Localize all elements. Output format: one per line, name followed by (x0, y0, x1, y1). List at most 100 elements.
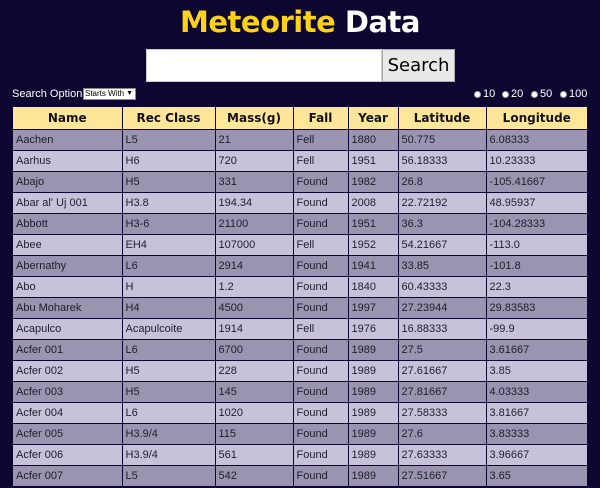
cell-mass: 561 (214, 444, 294, 466)
cell-latitude: 22.72192 (397, 192, 487, 214)
cell-rec-class: H6 (121, 150, 216, 172)
cell-year: 1880 (347, 129, 399, 151)
cell-year: 1989 (347, 402, 399, 424)
page-size-10[interactable]: 10 (474, 87, 495, 101)
cell-year: 2008 (347, 192, 399, 214)
cell-rec-class: EH4 (121, 234, 216, 256)
cell-mass: 331 (214, 171, 294, 193)
page-size-20[interactable]: 20 (502, 87, 523, 101)
cell-longitude: 3.83333 (485, 423, 589, 445)
cell-name: Acfer 001 (11, 339, 123, 361)
cell-name: Abajo (11, 171, 123, 193)
search-mode-select[interactable]: Starts With ▼ (83, 88, 136, 100)
cell-longitude: -113.0 (485, 234, 589, 256)
cell-fall: Fell (292, 234, 349, 256)
table-row: Acfer 005 H3.9/4 115 Found 1989 27.6 3.83333 (11, 423, 589, 445)
cell-rec-class: H4 (121, 297, 216, 319)
cell-year: 1989 (347, 444, 399, 466)
column-header-name[interactable]: Name (11, 105, 123, 130)
cell-fall: Found (292, 255, 349, 277)
table-body: Aachen L5 21 Fell 1880 50.775 6.08333 Aarhus H6 7… (11, 129, 589, 488)
table-row: Abbott H3-6 21100 Found 1951 36.3 -104.28333 (11, 213, 589, 235)
cell-year: 1989 (347, 339, 399, 361)
page-size-label: 50 (540, 88, 553, 100)
page-size-100[interactable]: 100 (560, 87, 587, 101)
cell-year: 1982 (347, 171, 399, 193)
cell-latitude: 27.6 (397, 423, 487, 445)
cell-mass: 107000 (214, 234, 294, 256)
cell-latitude: 16.88333 (397, 318, 487, 340)
cell-name: Abu Moharek (11, 297, 123, 319)
table-row: Acfer 004 L6 1020 Found 1989 27.58333 3.81667 (11, 402, 589, 424)
cell-rec-class: H3.8 (121, 192, 216, 214)
cell-year: 1989 (347, 360, 399, 382)
cell-longitude: 3.96667 (485, 444, 589, 466)
table-header-row: Name Rec Class Mass(g) Fall Year Latitud… (11, 105, 589, 130)
cell-mass: 194.34 (214, 192, 294, 214)
cell-rec-class: Acapulcoite (121, 318, 216, 340)
meteorite-table: Name Rec Class Mass(g) Fall Year Latitud… (11, 105, 589, 488)
cell-mass: 1.2 (214, 276, 294, 298)
page-size-label: 10 (483, 88, 496, 100)
page-size-50[interactable]: 50 (531, 87, 552, 101)
cell-name: Aachen (11, 129, 123, 151)
cell-year: 1989 (347, 381, 399, 403)
cell-latitude: 33.85 (397, 255, 487, 277)
cell-rec-class: L6 (121, 255, 216, 277)
cell-name: Acfer 006 (11, 444, 123, 466)
cell-latitude: 26.8 (397, 171, 487, 193)
cell-fall: Fell (292, 318, 349, 340)
cell-longitude: 3.85 (485, 360, 589, 382)
cell-fall: Found (292, 192, 349, 214)
column-header-latitude[interactable]: Latitude (397, 105, 487, 130)
cell-latitude: 56.18333 (397, 150, 487, 172)
cell-fall: Found (292, 297, 349, 319)
cell-mass: 145 (214, 381, 294, 403)
cell-longitude: 3.61667 (485, 339, 589, 361)
cell-mass: 6700 (214, 339, 294, 361)
column-header-year[interactable]: Year (347, 105, 399, 130)
cell-mass: 21100 (214, 213, 294, 235)
cell-rec-class: H3.9/4 (121, 423, 216, 445)
cell-longitude: -99.9 (485, 318, 589, 340)
cell-name: Aarhus (11, 150, 123, 172)
cell-name: Abee (11, 234, 123, 256)
cell-year: 1952 (347, 234, 399, 256)
page-title: Meteorite Data (0, 4, 600, 40)
cell-fall: Found (292, 360, 349, 382)
search-mode-value: Starts With (85, 89, 125, 98)
column-header-fall[interactable]: Fall (292, 105, 349, 130)
title-word-meteorite: Meteorite (180, 5, 336, 39)
table-row: Abar al' Uj 001 H3.8 194.34 Found 2008 22.721… (11, 192, 589, 214)
cell-name: Acfer 003 (11, 381, 123, 403)
cell-year: 1976 (347, 318, 399, 340)
cell-fall: Found (292, 171, 349, 193)
cell-rec-class: H3.9/4 (121, 444, 216, 466)
column-header-longitude[interactable]: Longitude (485, 105, 589, 130)
cell-mass: 542 (214, 465, 294, 488)
table-row: Acfer 003 H5 145 Found 1989 27.81667 4.03333 (11, 381, 589, 403)
cell-longitude: -105.41667 (485, 171, 589, 193)
search-input[interactable] (146, 49, 382, 82)
search-button[interactable]: Search (382, 49, 455, 82)
column-header-rec-class[interactable]: Rec Class (121, 105, 216, 130)
cell-fall: Found (292, 465, 349, 488)
table-row: Abajo H5 331 Found 1982 26.8 -105.41667 (11, 171, 589, 193)
page-size-label: 20 (511, 88, 524, 100)
cell-name: Acapulco (11, 318, 123, 340)
cell-latitude: 27.63333 (397, 444, 487, 466)
cell-fall: Found (292, 339, 349, 361)
cell-fall: Found (292, 444, 349, 466)
column-header-mass[interactable]: Mass(g) (214, 105, 294, 130)
cell-latitude: 60.43333 (397, 276, 487, 298)
cell-longitude: -104.28333 (485, 213, 589, 235)
cell-fall: Fell (292, 150, 349, 172)
cell-latitude: 50.775 (397, 129, 487, 151)
cell-rec-class: H (121, 276, 216, 298)
cell-longitude: 4.03333 (485, 381, 589, 403)
cell-year: 1989 (347, 423, 399, 445)
radio-icon (560, 90, 567, 98)
radio-icon (474, 90, 481, 98)
cell-year: 1989 (347, 465, 399, 488)
chevron-down-icon: ▼ (126, 90, 133, 97)
